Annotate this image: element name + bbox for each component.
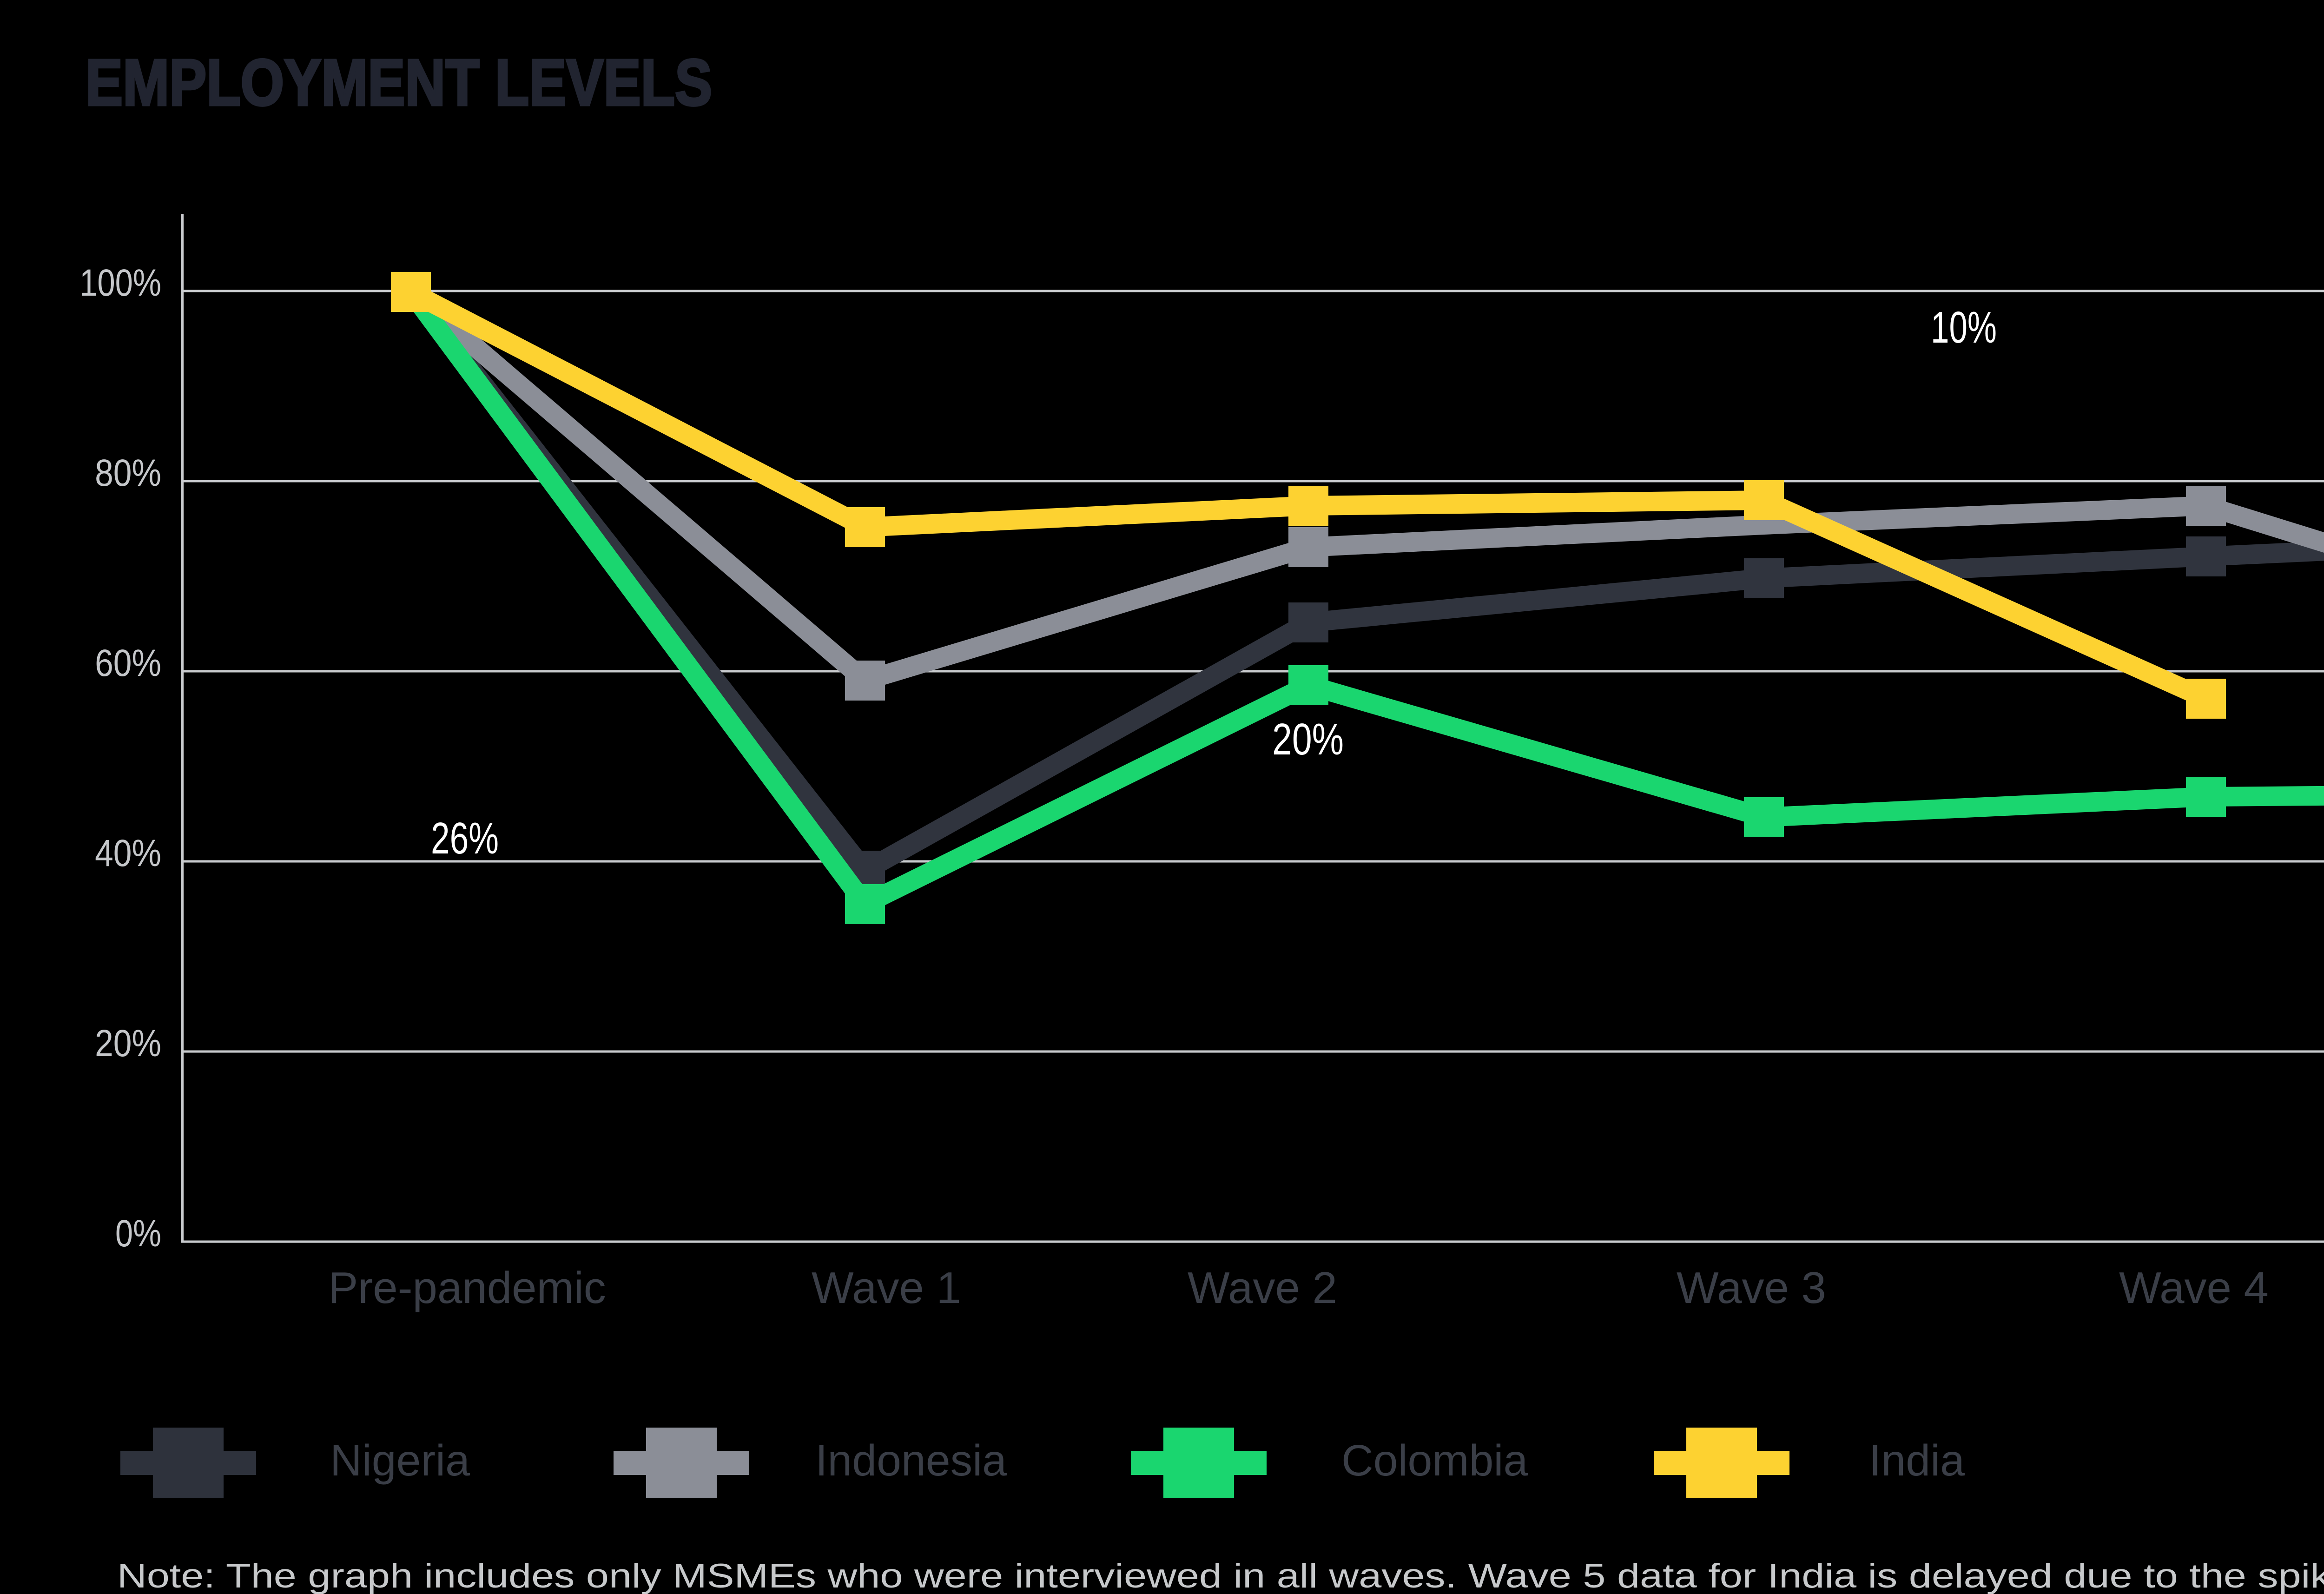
svg-text:India: India: [1869, 1436, 1965, 1485]
svg-text:EMPLOYMENT LEVELS: EMPLOYMENT LEVELS: [86, 46, 712, 119]
svg-text:Colombia: Colombia: [1341, 1436, 1528, 1485]
svg-text:Wave 1: Wave 1: [812, 1263, 961, 1313]
svg-text:100%: 100%: [79, 261, 161, 304]
svg-text:Wave 2: Wave 2: [1188, 1263, 1337, 1313]
svg-text:Wave 4: Wave 4: [2119, 1263, 2269, 1313]
svg-text:60%: 60%: [95, 642, 161, 684]
svg-text:Pre-pandemic: Pre-pandemic: [328, 1263, 606, 1313]
svg-text:Wave 3: Wave 3: [1677, 1263, 1826, 1313]
svg-text:10%: 10%: [1931, 303, 1997, 352]
svg-text:40%: 40%: [95, 832, 161, 874]
svg-text:20%: 20%: [95, 1022, 161, 1065]
svg-text:Indonesia: Indonesia: [815, 1436, 1007, 1485]
svg-text:Note: The graph includes only: Note: The graph includes only MSMEs who …: [117, 1557, 2324, 1594]
svg-text:26%: 26%: [431, 814, 499, 863]
svg-text:Nigeria: Nigeria: [330, 1436, 470, 1485]
svg-text:80%: 80%: [95, 451, 161, 494]
svg-text:0%: 0%: [115, 1212, 161, 1255]
svg-text:20%: 20%: [1272, 714, 1344, 764]
